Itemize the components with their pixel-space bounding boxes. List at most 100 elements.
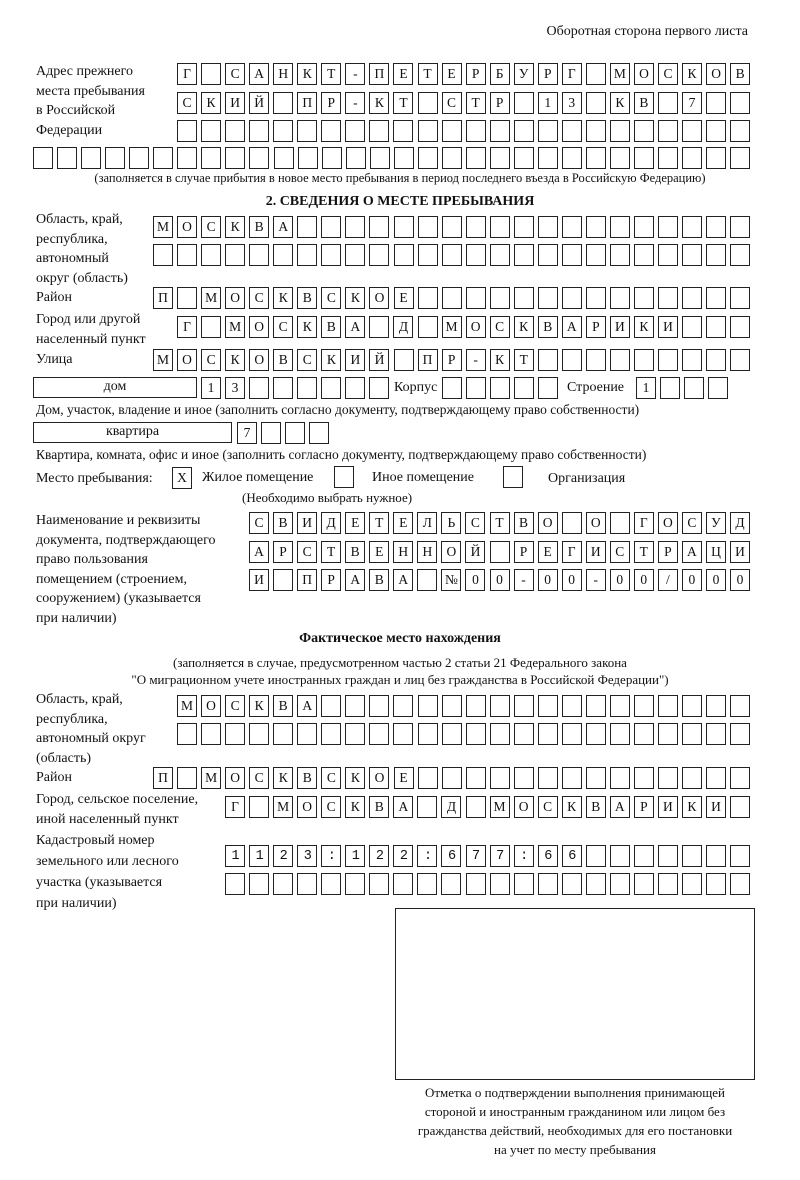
- char-cell[interactable]: [417, 244, 438, 266]
- char-cell[interactable]: 3: [225, 377, 246, 399]
- char-cell[interactable]: [730, 287, 751, 309]
- char-cell[interactable]: Г: [633, 512, 654, 534]
- char-cell[interactable]: И: [297, 512, 318, 534]
- char-cell[interactable]: И: [225, 92, 246, 114]
- char-cell[interactable]: [706, 349, 727, 371]
- char-cell[interactable]: [658, 349, 679, 371]
- char-cell[interactable]: [225, 723, 246, 745]
- char-cell[interactable]: [609, 287, 630, 309]
- char-cell[interactable]: [585, 216, 606, 238]
- char-cell[interactable]: [706, 147, 727, 169]
- char-cell[interactable]: [321, 244, 342, 266]
- char-cell[interactable]: [417, 845, 438, 867]
- char-cell[interactable]: [201, 120, 222, 142]
- char-cell[interactable]: К: [561, 796, 582, 818]
- char-cell[interactable]: [513, 92, 534, 114]
- char-cell[interactable]: [177, 147, 198, 169]
- char-cell[interactable]: [730, 796, 751, 818]
- char-cell[interactable]: [321, 147, 342, 169]
- char-cell[interactable]: О: [297, 796, 318, 818]
- char-cell[interactable]: [706, 120, 727, 142]
- char-cell[interactable]: Н: [273, 63, 294, 85]
- char-cell[interactable]: [417, 216, 438, 238]
- char-cell[interactable]: К: [489, 349, 510, 371]
- char-cell[interactable]: [489, 244, 510, 266]
- char-cell[interactable]: Р: [321, 92, 342, 114]
- char-cell[interactable]: [561, 244, 582, 266]
- char-cell[interactable]: О: [201, 695, 222, 717]
- char-cell[interactable]: [153, 147, 174, 169]
- char-cell[interactable]: [513, 244, 534, 266]
- char-cell[interactable]: А: [249, 541, 269, 563]
- char-cell[interactable]: В: [321, 316, 342, 338]
- char-cell[interactable]: С: [321, 767, 342, 789]
- char-cell[interactable]: П: [297, 569, 318, 591]
- char-cell[interactable]: [249, 244, 270, 266]
- char-cell[interactable]: [345, 873, 366, 895]
- char-cell[interactable]: К: [345, 796, 366, 818]
- char-cell[interactable]: Е: [537, 541, 558, 563]
- char-cell[interactable]: О: [177, 349, 198, 371]
- char-cell[interactable]: [465, 796, 486, 818]
- char-cell[interactable]: В: [273, 512, 294, 534]
- char-cell[interactable]: О: [369, 287, 390, 309]
- char-cell[interactable]: Е: [441, 63, 462, 85]
- char-cell[interactable]: В: [537, 316, 558, 338]
- char-cell[interactable]: 0: [730, 569, 750, 591]
- char-cell[interactable]: [706, 695, 727, 717]
- char-cell[interactable]: [489, 287, 510, 309]
- char-cell[interactable]: [561, 287, 582, 309]
- char-cell[interactable]: [682, 316, 703, 338]
- char-cell[interactable]: [393, 147, 414, 169]
- char-cell[interactable]: [393, 120, 414, 142]
- char-cell[interactable]: [417, 796, 438, 818]
- char-cell[interactable]: [561, 845, 582, 867]
- char-cell[interactable]: [273, 147, 294, 169]
- char-cell[interactable]: И: [657, 796, 678, 818]
- char-cell[interactable]: [513, 723, 534, 745]
- char-cell[interactable]: Г: [177, 63, 197, 85]
- char-cell[interactable]: [465, 845, 486, 867]
- char-cell[interactable]: [441, 244, 462, 266]
- char-cell[interactable]: [393, 723, 414, 745]
- char-cell[interactable]: [81, 147, 102, 169]
- char-cell[interactable]: [658, 120, 678, 142]
- char-cell[interactable]: К: [297, 316, 318, 338]
- char-cell[interactable]: [297, 377, 318, 399]
- char-cell[interactable]: Т: [633, 541, 654, 563]
- char-cell[interactable]: [321, 120, 342, 142]
- char-cell[interactable]: О: [585, 512, 606, 534]
- char-cell[interactable]: [706, 216, 727, 238]
- char-cell[interactable]: А: [249, 63, 270, 85]
- checkbox-other-premises[interactable]: [334, 466, 354, 488]
- char-cell[interactable]: А: [681, 541, 702, 563]
- char-cell[interactable]: В: [249, 216, 270, 238]
- char-cell[interactable]: [321, 873, 342, 895]
- char-cell[interactable]: Т: [393, 92, 414, 114]
- char-cell[interactable]: М: [177, 695, 197, 717]
- char-cell[interactable]: [730, 349, 751, 371]
- char-cell[interactable]: [369, 216, 390, 238]
- char-cell[interactable]: К: [609, 92, 630, 114]
- char-cell[interactable]: Д: [393, 316, 414, 338]
- char-cell[interactable]: [465, 767, 486, 789]
- char-cell[interactable]: [273, 723, 294, 745]
- char-cell[interactable]: А: [345, 316, 366, 338]
- char-cell[interactable]: [609, 244, 630, 266]
- char-cell[interactable]: 1: [537, 92, 558, 114]
- char-cell[interactable]: В: [369, 569, 390, 591]
- char-cell[interactable]: П: [153, 287, 173, 309]
- char-cell[interactable]: [273, 873, 294, 895]
- char-cell[interactable]: П: [369, 63, 390, 85]
- char-cell[interactable]: К: [297, 63, 318, 85]
- char-cell[interactable]: [682, 767, 703, 789]
- char-cell[interactable]: [633, 723, 654, 745]
- char-cell[interactable]: [682, 695, 703, 717]
- char-cell[interactable]: [285, 422, 306, 444]
- char-cell[interactable]: М: [609, 63, 630, 85]
- char-cell[interactable]: [441, 147, 462, 169]
- char-cell[interactable]: [658, 147, 679, 169]
- char-cell[interactable]: Д: [321, 512, 342, 534]
- char-cell[interactable]: С: [465, 512, 486, 534]
- char-cell[interactable]: [465, 723, 486, 745]
